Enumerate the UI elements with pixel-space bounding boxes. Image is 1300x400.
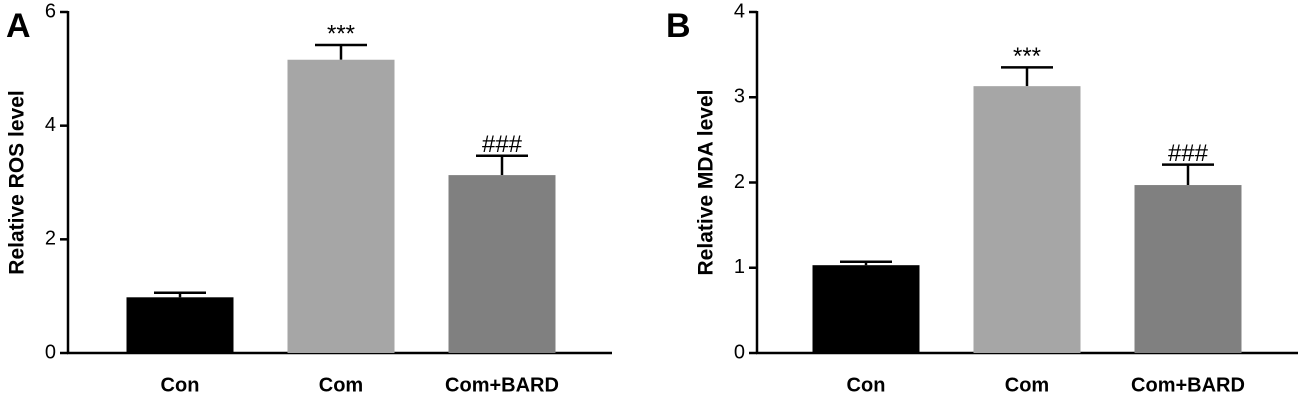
y-tick-label: 2 [734, 171, 745, 193]
significance-label: *** [1013, 43, 1041, 70]
y-axis-label: Relative ROS level [6, 90, 29, 274]
significance-label: *** [327, 20, 355, 47]
significance-label: ### [1168, 140, 1209, 167]
y-tick-label: 0 [45, 341, 56, 363]
y-axis-label: Relative MDA level [695, 90, 718, 276]
x-tick-label: Con [161, 374, 200, 396]
x-tick-label: Con [847, 374, 886, 396]
bar [1134, 185, 1242, 353]
panel-label: B [666, 7, 691, 45]
bar [812, 265, 920, 353]
x-tick-label: Com+BARD [1131, 374, 1245, 396]
bar [448, 175, 556, 353]
x-tick-label: Com [1005, 374, 1049, 396]
bar [973, 86, 1081, 353]
x-tick-label: Com+BARD [445, 374, 559, 396]
significance-label: ### [482, 131, 523, 158]
y-tick-label: 3 [734, 86, 745, 108]
y-tick-label: 2 [45, 228, 56, 250]
bar [287, 59, 395, 354]
panel-label: A [6, 7, 31, 45]
y-tick-label: 1 [734, 256, 745, 278]
y-tick-label: 4 [734, 0, 745, 22]
y-tick-label: 6 [45, 0, 56, 22]
x-tick-label: Com [319, 374, 363, 396]
y-tick-label: 0 [734, 341, 745, 363]
y-tick-label: 4 [45, 114, 56, 136]
bar [126, 297, 234, 353]
